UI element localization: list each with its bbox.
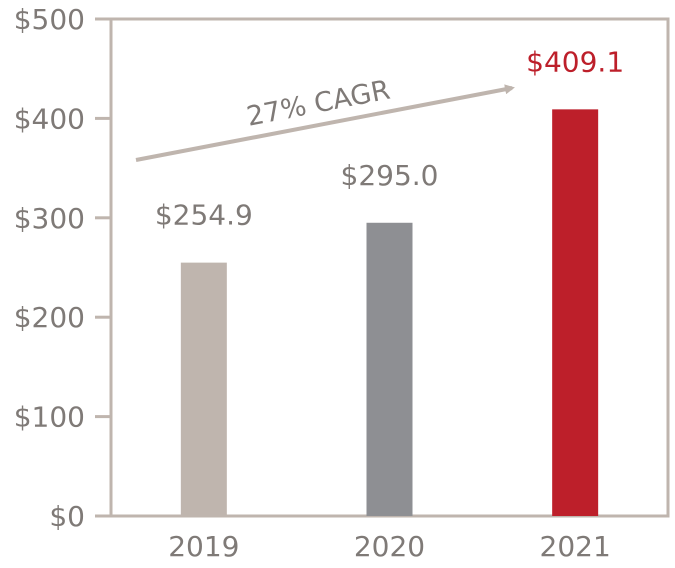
data-label-2020: $295.0 bbox=[341, 159, 439, 192]
bar-2019 bbox=[180, 262, 227, 516]
x-tick-label-2019: 2019 bbox=[168, 530, 239, 563]
y-tick-label: $300 bbox=[14, 202, 85, 235]
y-tick-label: $500 bbox=[14, 3, 85, 36]
y-tick-label: $200 bbox=[14, 301, 85, 334]
cagr-arrow bbox=[135, 84, 515, 162]
y-tick-label: $400 bbox=[14, 102, 85, 135]
data-label-2019: $254.9 bbox=[155, 199, 253, 232]
x-tick-label-2021: 2021 bbox=[540, 530, 611, 563]
y-tick-label: $100 bbox=[14, 401, 85, 434]
x-tick-label-2020: 2020 bbox=[354, 530, 425, 563]
bar-2021 bbox=[552, 109, 599, 516]
data-label-2021: $409.1 bbox=[526, 45, 624, 78]
bar-2020 bbox=[366, 222, 413, 516]
y-tick-label: $0 bbox=[49, 500, 85, 533]
